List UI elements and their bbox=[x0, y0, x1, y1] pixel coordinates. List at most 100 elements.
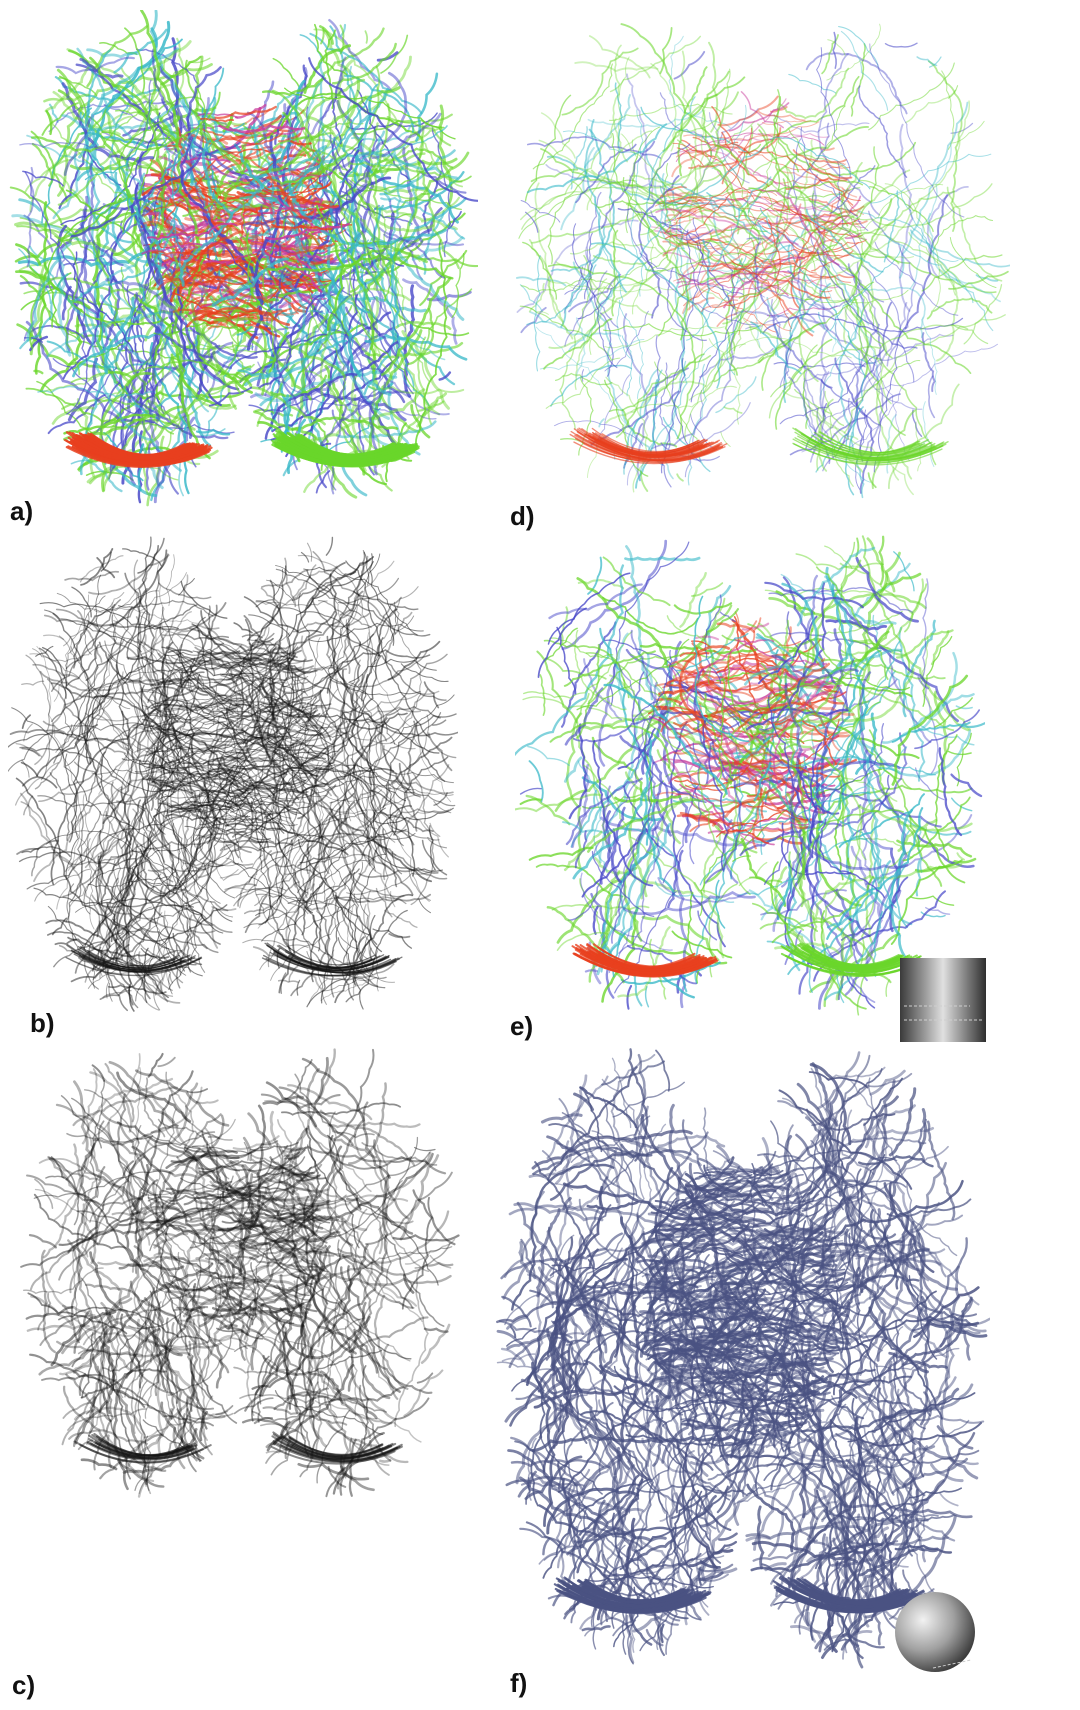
panel-a-fiber bbox=[245, 219, 278, 241]
panel-e-fiber bbox=[702, 823, 723, 894]
panel-c-fiber bbox=[239, 1146, 300, 1246]
panel-c-fiber bbox=[252, 1156, 306, 1178]
panel-b-fiber bbox=[94, 695, 205, 771]
panel-d-fiber bbox=[647, 367, 689, 396]
panel-e-fiber bbox=[731, 619, 787, 700]
panel-c-fiber bbox=[221, 1219, 257, 1224]
panel-b-fiber bbox=[232, 775, 282, 838]
panel-d-fiber bbox=[649, 216, 752, 266]
panel-d-fiber bbox=[808, 162, 853, 180]
panel-e-fiber bbox=[814, 753, 863, 948]
panel-a-fiber bbox=[380, 34, 409, 74]
panel-d-fiber bbox=[680, 50, 697, 187]
panel-c-fiber bbox=[260, 1423, 307, 1439]
panel-f-fiber bbox=[496, 1361, 559, 1373]
panel-e-fiber bbox=[819, 837, 878, 962]
panel-d-fiber bbox=[554, 372, 613, 386]
panel-a-fiber bbox=[310, 301, 421, 434]
panel-f-fiber bbox=[518, 1240, 537, 1280]
panel-e-lobe-fiber bbox=[807, 945, 900, 966]
panel-c-fiber bbox=[344, 1246, 453, 1283]
panel-e-fiber bbox=[661, 640, 692, 844]
panel-b-fiber bbox=[148, 768, 234, 902]
panel-d-fiber bbox=[909, 142, 952, 290]
panel-d-fiber bbox=[608, 353, 705, 413]
panel-d-fiber bbox=[701, 70, 730, 157]
panel-d-fiber bbox=[805, 333, 954, 382]
panel-b-fiber bbox=[185, 733, 277, 750]
panel-a-fiber bbox=[401, 330, 450, 410]
panel-f-fiber bbox=[702, 1368, 762, 1385]
panel-e-fiber bbox=[547, 572, 631, 645]
panel-c-fiber bbox=[74, 1246, 121, 1291]
panel-d-fiber bbox=[676, 473, 684, 482]
panel-f-fiber bbox=[829, 1419, 982, 1448]
panel-e-fiber bbox=[781, 732, 908, 828]
panel-b-fiber bbox=[212, 671, 274, 762]
panel-e-fiber bbox=[950, 773, 983, 798]
panel-b-fiber bbox=[208, 776, 247, 795]
panel-e-fiber bbox=[820, 723, 885, 811]
panel-b-fiber bbox=[194, 646, 284, 776]
panel-b-fiber bbox=[100, 551, 112, 572]
panel-c-fiber bbox=[26, 1324, 90, 1332]
panel-b-fiber bbox=[204, 715, 221, 788]
panel-f-fiber bbox=[581, 1625, 611, 1632]
panel-f-fiber bbox=[669, 1450, 695, 1569]
panel-e-fiber bbox=[624, 555, 701, 562]
panel-b-fiber bbox=[177, 805, 193, 939]
panel-f-fiber bbox=[759, 1234, 833, 1266]
panel-b-fiber bbox=[133, 747, 156, 753]
panel-c-fiber bbox=[251, 1158, 318, 1199]
panel-d-fiber bbox=[854, 360, 921, 403]
panel-c-fiber bbox=[29, 1353, 146, 1409]
panel-b-fiber bbox=[269, 646, 277, 721]
panel-b-fiber bbox=[230, 729, 343, 747]
panel-d-fiber bbox=[716, 238, 841, 328]
panel-c-fiber bbox=[404, 1238, 456, 1265]
panel-e-fiber bbox=[724, 768, 830, 814]
panel-a-fiber bbox=[249, 323, 271, 330]
panel-c-fiber bbox=[269, 1110, 368, 1232]
panel-f-fiber bbox=[674, 1250, 751, 1364]
panel-a-fiber bbox=[354, 168, 380, 262]
panel-d-fiber bbox=[787, 244, 815, 333]
panel-f-fiber bbox=[888, 1351, 948, 1369]
panel-c-fiber bbox=[179, 1166, 313, 1194]
panel-c-fiber bbox=[165, 1187, 267, 1231]
panel-f-fiber bbox=[578, 1255, 622, 1340]
panel-a-lobe-fiber bbox=[272, 433, 416, 466]
panel-e-fiber bbox=[592, 740, 654, 887]
panel-d-fiber bbox=[520, 278, 614, 293]
panel-c-fiber bbox=[189, 1355, 208, 1430]
panel-b-fiber bbox=[14, 762, 59, 806]
panel-c-fiber bbox=[71, 1097, 150, 1186]
panel-e-fiber bbox=[656, 697, 683, 705]
panel-b-fiber bbox=[151, 703, 194, 712]
panel-b-fiber bbox=[301, 699, 321, 709]
panel-f-fiber bbox=[830, 1479, 945, 1568]
panel-c-fiber bbox=[319, 1109, 421, 1128]
panel-a-fiber bbox=[11, 214, 134, 274]
panel-b-fiber bbox=[35, 645, 54, 657]
panel-d-fiber bbox=[869, 43, 965, 218]
panel-b-fiber bbox=[255, 599, 274, 608]
panel-d-fiber bbox=[794, 388, 845, 427]
panel-d-fiber bbox=[787, 227, 866, 309]
panel-d-fiber bbox=[829, 165, 876, 215]
panel-b-fiber bbox=[369, 773, 449, 858]
panel-a-fiber bbox=[272, 57, 301, 91]
panel-b-fiber bbox=[8, 722, 205, 773]
panel-b-fiber bbox=[162, 604, 218, 710]
panel-c-fiber bbox=[327, 1465, 347, 1488]
panel-d-fiber bbox=[757, 281, 875, 362]
panel-d-fiber bbox=[757, 121, 820, 137]
panel-e-fiber bbox=[890, 859, 963, 945]
panel-b-fiber bbox=[11, 707, 180, 879]
panel-d-fiber bbox=[761, 120, 812, 125]
panel-b-fiber bbox=[182, 702, 300, 793]
panel-a-fiber bbox=[250, 117, 261, 168]
panel-b-fiber bbox=[225, 584, 345, 772]
panel-b-fiber bbox=[99, 782, 252, 908]
panel-d-fiber bbox=[735, 189, 850, 284]
